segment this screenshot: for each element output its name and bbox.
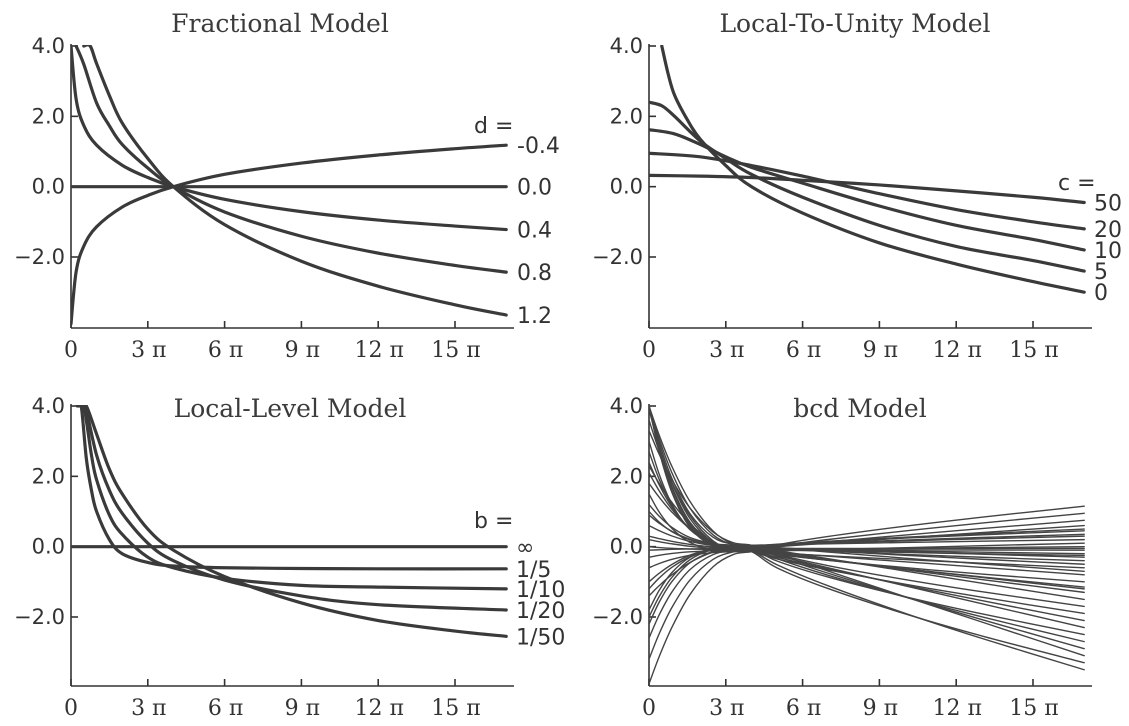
parameter-label: c = [1058,171,1096,196]
series-line-0 [660,45,1086,294]
x-tick-label: 0 [642,338,656,363]
series-line-1.2 [82,45,508,317]
x-tick-label: 3 π [709,696,744,721]
x-tick-label: 15 π [431,338,480,363]
series-line-20 [649,151,1086,231]
y-tick-label: 2.0 [32,464,65,488]
panel-title: Local-Level Model [174,394,407,423]
series-line-26 [649,405,1085,643]
x-tick-label: 3 π [709,338,744,363]
y-tick-label: 0.0 [610,175,643,199]
parameter-label: b = [474,509,513,534]
x-tick-label: 0 [642,696,656,721]
panel-title: Fractional Model [171,9,389,38]
panel-title: bcd Model [793,394,926,423]
x-tick-label: 0 [64,338,78,363]
series-label: 0.4 [517,219,552,244]
y-tick-label: −2.0 [592,605,643,629]
series-line-5 [649,100,1086,273]
parameter-label: d = [474,114,513,139]
series-label: 50 [1094,191,1122,216]
x-tick-label: 0 [64,696,78,721]
x-tick-label: 9 π [285,338,320,363]
series-line-33 [649,533,1085,590]
series-line-10 [649,128,1086,252]
series-label: 1/20 [516,599,565,624]
series-line-24 [649,405,1085,629]
series-label: ∞ [516,536,534,561]
x-tick-label: 12 π [354,338,403,363]
series-label: 1/50 [516,625,565,650]
x-tick-label: 6 π [208,696,243,721]
x-tick-label: 6 π [208,338,243,363]
plot-area [649,45,1086,294]
series-label: 1/10 [516,578,565,603]
y-tick-label: −2.0 [592,245,643,269]
y-tick-label: 2.0 [610,464,643,488]
x-tick-label: 15 π [1009,696,1058,721]
series-label: -0.4 [517,134,560,159]
x-tick-label: 15 π [1009,338,1058,363]
y-tick-label: 4.0 [32,394,65,418]
series-label: 5 [1094,260,1108,285]
panel-fractional: Fractional Model 4.0 2.0 0.0 −2.0 0 3 π 6 π 9 π 1… [14,9,560,363]
x-tick-label: 3 π [131,696,166,721]
y-tick-label: 0.0 [32,175,65,199]
panel-bcd: bcd Model 4.0 2.0 0.0 −2.0 0 3 π 6 π 9 π 12 π 15 π [592,394,1092,721]
x-tick-label: 9 π [863,696,898,721]
series-label: 20 [1094,218,1122,243]
series-label: 0 [1094,281,1108,306]
series-label: 1/5 [516,558,551,583]
x-tick-label: 12 π [932,338,981,363]
series-line-1/10 [77,405,508,591]
series-line-0.8 [74,45,508,274]
y-tick-label: 4.0 [610,394,643,418]
y-tick-label: −2.0 [14,245,65,269]
series-line-34 [649,528,1085,618]
series-line-18 [649,461,1085,588]
series-line-1/50 [79,405,508,638]
x-tick-label: 9 π [285,696,320,721]
panel-title: Local-To-Unity Model [719,9,990,38]
series-label: 0.0 [517,176,552,201]
x-tick-label: 12 π [354,696,403,721]
y-tick-label: 2.0 [610,104,643,128]
series-label: 0.8 [517,261,552,286]
series-line-31 [649,538,1085,557]
series-line-32 [649,547,1085,551]
y-tick-label: 2.0 [32,104,65,128]
series-line-50 [649,173,1086,205]
series-line-20 [649,440,1085,601]
series-label: 1.2 [517,304,552,329]
x-tick-label: 6 π [786,338,821,363]
series-line-1/20 [78,405,508,612]
x-tick-label: 9 π [863,338,898,363]
series-label: 10 [1094,239,1122,264]
y-tick-label: 4.0 [610,34,643,58]
series-line-0.4 [71,45,508,232]
panel-local-to-unity: Local-To-Unity Model 4.0 2.0 0.0 −2.0 0 3 π 6 π… [592,9,1122,363]
series-line-36 [649,465,1085,590]
y-tick-label: 0.0 [610,535,643,559]
x-tick-label: 12 π [932,696,981,721]
x-tick-label: 3 π [131,338,166,363]
plot-area [71,405,508,638]
panel-local-level: Local-Level Model 4.0 2.0 0.0 −2.0 0 3 π 6 π 9 π… [14,394,565,721]
x-tick-label: 6 π [786,696,821,721]
x-tick-label: 15 π [431,696,480,721]
series-line-29 [649,405,1085,664]
y-tick-label: −2.0 [14,605,65,629]
series-line-19 [649,451,1085,594]
series-line-35 [649,510,1085,572]
plot-area [649,405,1085,685]
y-tick-label: 0.0 [32,535,65,559]
plot-area [71,45,508,326]
y-tick-label: 4.0 [32,34,65,58]
series-line--0.4 [71,143,508,326]
series-line-1/5 [75,405,508,571]
